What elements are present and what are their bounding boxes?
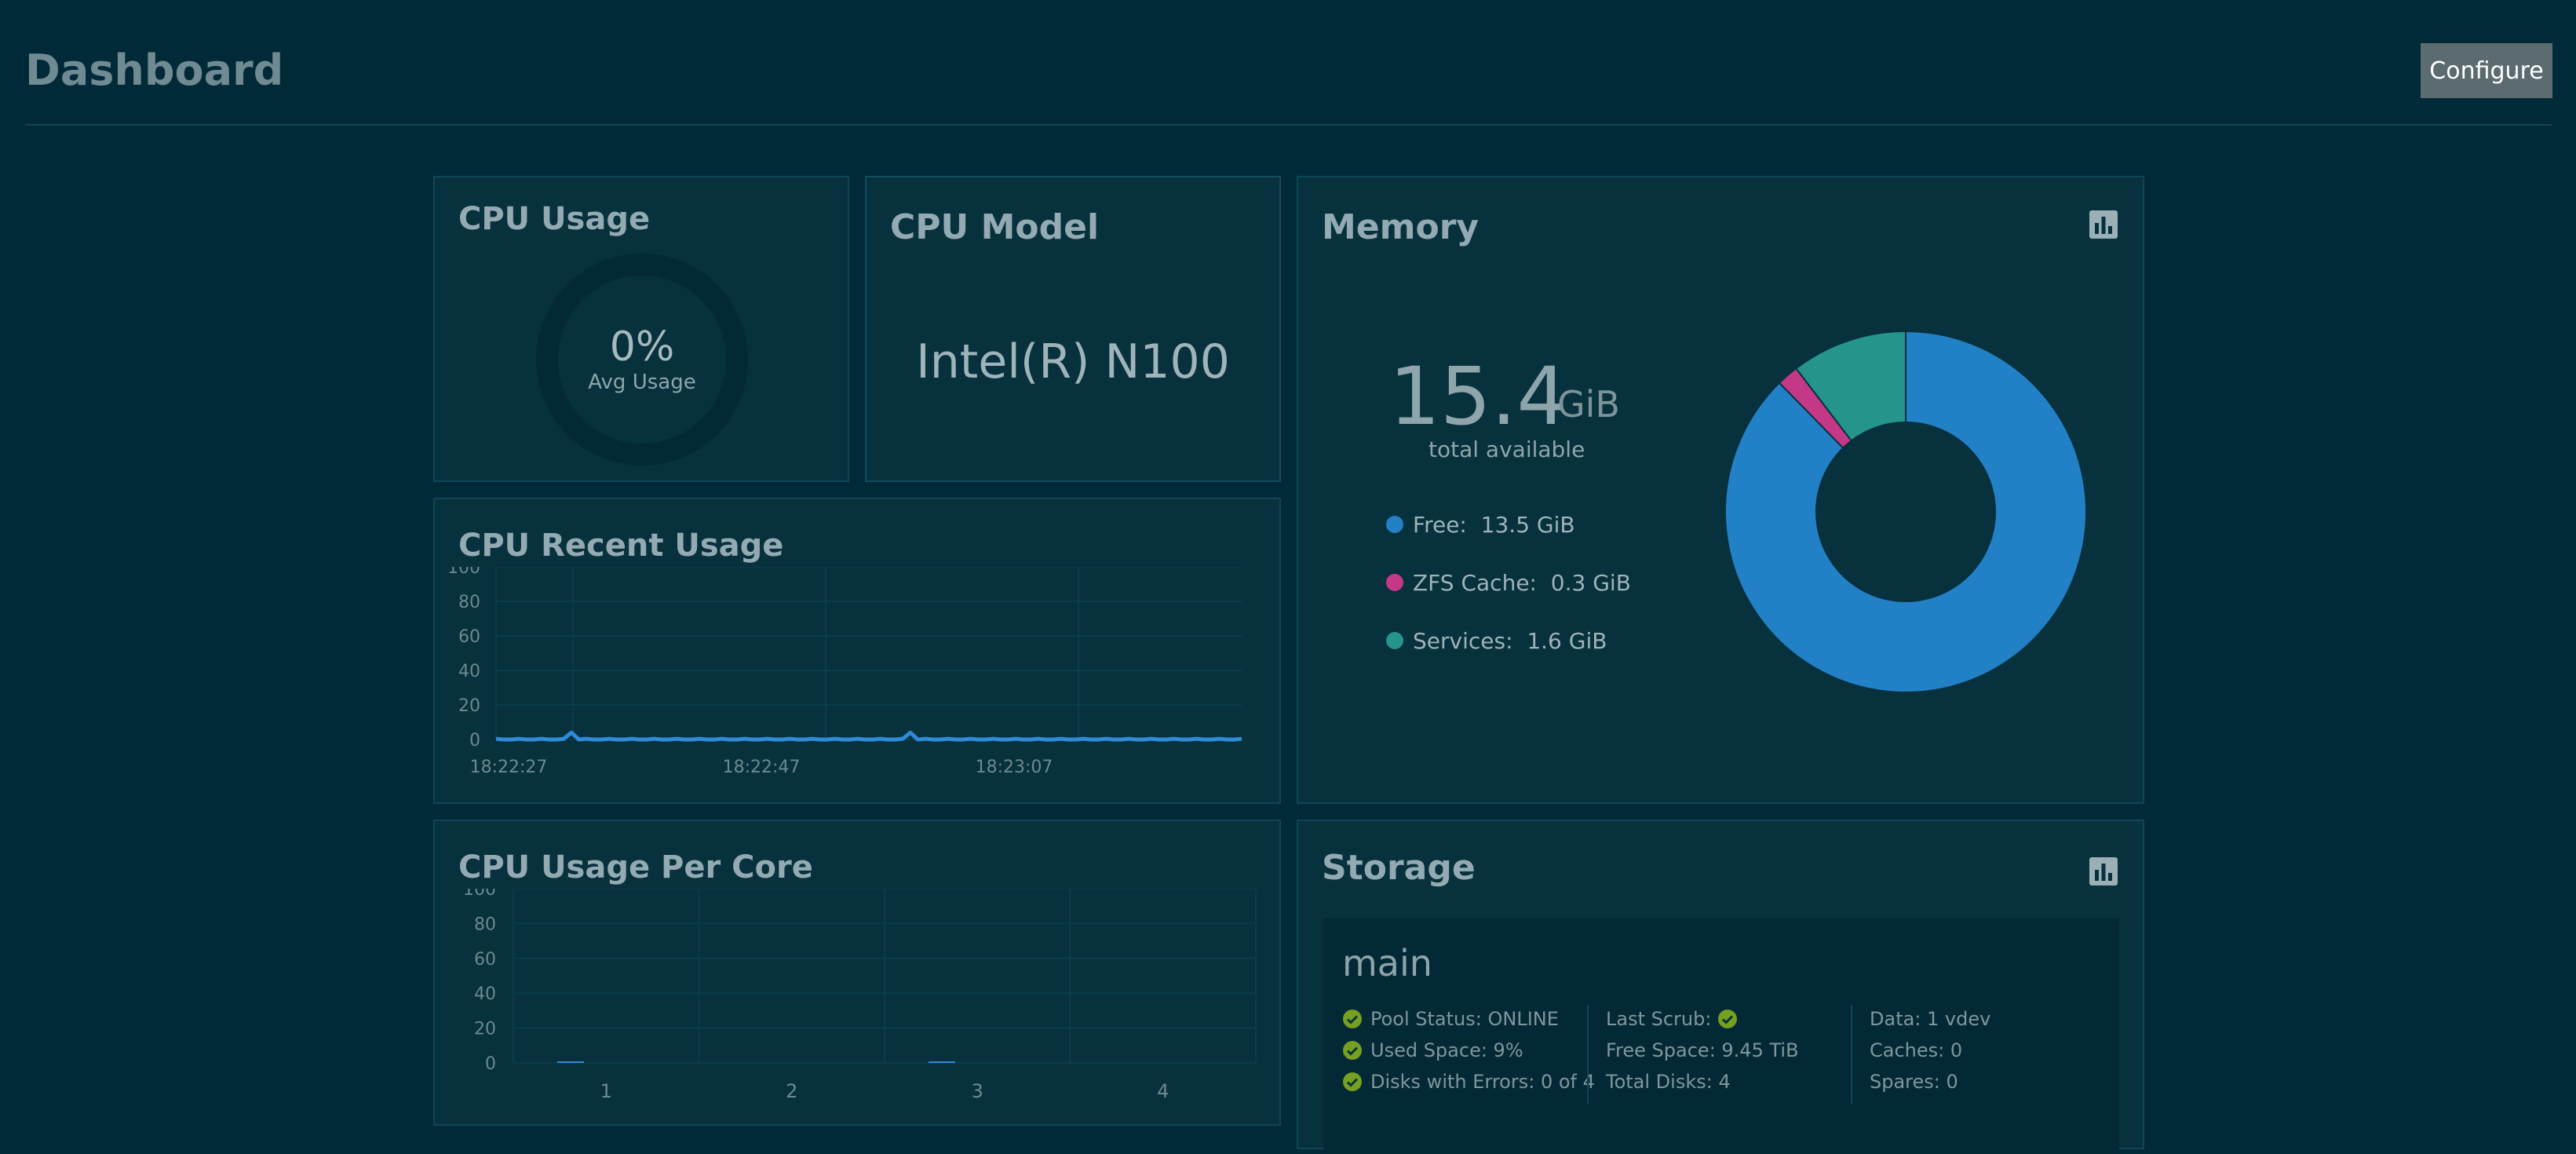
caches-text: Caches: 0	[1870, 1039, 1963, 1061]
pool-status-row: Pool Status: ONLINE	[1342, 1003, 1595, 1035]
cpu-recent-usage-chart: 100 80 60 40 20 0 18:22:27 18:22:47 18:23:07	[447, 567, 1242, 777]
x-tick-label: 3	[972, 1080, 983, 1102]
y-tick-label: 60	[458, 627, 480, 647]
cpu-per-core-title: CPU Usage Per Core	[458, 849, 813, 886]
spares-row: Spares: 0	[1870, 1066, 1990, 1097]
cpu-model-card: CPU Model Intel(R) N100	[865, 176, 1281, 482]
legend-dot	[1386, 516, 1403, 533]
used-space-row: Used Space: 9%	[1342, 1035, 1595, 1066]
legend-value: 0.3 GiB	[1550, 569, 1631, 596]
x-tick-label: 1	[600, 1080, 612, 1102]
page-header: Dashboard Configure	[25, 0, 2552, 126]
donut-slice-free	[1724, 330, 2087, 693]
legend-dot	[1386, 632, 1403, 649]
caches-row: Caches: 0	[1870, 1035, 1990, 1066]
memory-donut-chart	[1724, 330, 2087, 693]
memory-total-label: total available	[1428, 436, 1585, 462]
legend-label: Free:	[1413, 511, 1467, 538]
column-divider	[1587, 1005, 1589, 1104]
cpu-usage-card: CPU Usage 0% Avg Usage	[433, 176, 849, 482]
pool-scrub-column: Last Scrub: Free Space: 9.45 TiB Total D…	[1606, 1003, 1799, 1097]
pool-status-column: Pool Status: ONLINE Used Space: 9% Disks…	[1342, 1003, 1595, 1097]
x-tick-label: 18:23:07	[976, 758, 1053, 777]
x-tick-label: 18:22:47	[723, 758, 801, 777]
cpu-usage-gauge: 0% Avg Usage	[535, 253, 749, 466]
disks-errors-text: Disks with Errors: 0 of 4	[1370, 1071, 1595, 1093]
used-space-text: Used Space: 9%	[1370, 1039, 1523, 1061]
legend-label: Services:	[1413, 627, 1513, 654]
y-tick-label: 20	[474, 1020, 496, 1039]
data-vdev-row: Data: 1 vdev	[1870, 1003, 1990, 1035]
page-title: Dashboard	[25, 46, 284, 95]
pool-status-text: Pool Status: ONLINE	[1370, 1008, 1559, 1030]
core-bar	[929, 1061, 955, 1063]
core-bar	[557, 1061, 584, 1063]
bar-chart-icon[interactable]	[2088, 856, 2119, 887]
free-space-text: Free Space: 9.45 TiB	[1606, 1039, 1799, 1061]
cpu-per-core-card: CPU Usage Per Core 100 80 60 40 20 0 1 2 3 4	[433, 820, 1281, 1126]
memory-card: Memory 15.4 GiB total available Free: 13…	[1297, 176, 2144, 804]
total-disks-row: Total Disks: 4	[1606, 1066, 1799, 1097]
check-circle-icon	[1343, 1041, 1362, 1060]
y-tick-label: 60	[474, 950, 496, 970]
free-space-row: Free Space: 9.45 TiB	[1606, 1035, 1799, 1066]
y-tick-label: 100	[463, 889, 496, 900]
cpu-usage-value: 0%	[609, 323, 675, 371]
legend-item-free: Free: 13.5 GiB	[1386, 510, 1575, 539]
cpu-usage-sub-label: Avg Usage	[588, 371, 696, 394]
memory-total-unit: GiB	[1557, 383, 1620, 425]
check-circle-icon	[1343, 1072, 1362, 1091]
series-line	[495, 730, 1242, 742]
pool-name: main	[1342, 942, 1432, 984]
y-tick-label: 40	[458, 662, 480, 681]
column-divider	[1851, 1005, 1852, 1104]
y-tick-label: 100	[447, 567, 480, 578]
cpu-usage-title: CPU Usage	[458, 201, 651, 237]
memory-total-value: 15.4	[1389, 350, 1568, 444]
legend-item-zfs-cache: ZFS Cache: 0.3 GiB	[1386, 568, 1631, 597]
configure-button[interactable]: Configure	[2421, 43, 2552, 98]
pool-topology-column: Data: 1 vdev Caches: 0 Spares: 0	[1870, 1003, 1990, 1097]
cpu-per-core-chart: 100 80 60 40 20 0 1 2 3 4	[463, 889, 1257, 1102]
legend-label: ZFS Cache:	[1413, 569, 1537, 596]
cpu-recent-usage-title: CPU Recent Usage	[458, 528, 784, 564]
last-scrub-row: Last Scrub:	[1606, 1003, 1799, 1035]
check-circle-icon	[1343, 1010, 1362, 1028]
x-tick-label: 2	[786, 1080, 797, 1102]
x-tick-label: 4	[1157, 1080, 1169, 1102]
y-tick-label: 0	[469, 731, 480, 750]
legend-value: 1.6 GiB	[1527, 627, 1607, 654]
last-scrub-text: Last Scrub:	[1606, 1008, 1712, 1030]
cpu-recent-usage-card: CPU Recent Usage 100 80 60 40 20 0 18:22:27 18:…	[433, 498, 1281, 804]
y-tick-label: 0	[485, 1054, 496, 1074]
donut-slice-services	[1794, 330, 1906, 442]
total-disks-text: Total Disks: 4	[1606, 1071, 1731, 1093]
data-vdev-text: Data: 1 vdev	[1870, 1008, 1991, 1030]
storage-card: Storage main Pool Status: ONLINE Used Sp…	[1297, 820, 2144, 1154]
storage-title: Storage	[1322, 848, 1476, 888]
y-tick-label: 20	[458, 696, 480, 716]
check-circle-icon	[1718, 1010, 1738, 1028]
y-tick-label: 80	[458, 593, 480, 612]
legend-item-services: Services: 1.6 GiB	[1386, 626, 1607, 655]
cpu-model-value: Intel(R) N100	[916, 334, 1230, 389]
cpu-model-title: CPU Model	[890, 207, 1100, 247]
legend-dot	[1386, 574, 1403, 591]
bar-chart-icon[interactable]	[2088, 209, 2119, 240]
y-tick-label: 40	[474, 984, 496, 1004]
disks-errors-row: Disks with Errors: 0 of 4	[1342, 1066, 1595, 1097]
x-tick-label: 18:22:27	[470, 758, 548, 777]
pool-panel-main[interactable]: main Pool Status: ONLINE Used Space: 9% …	[1323, 918, 2119, 1154]
spares-text: Spares: 0	[1870, 1071, 1958, 1093]
y-tick-label: 80	[474, 915, 496, 934]
memory-title: Memory	[1322, 207, 1480, 247]
gauge-track	[536, 254, 748, 466]
legend-value: 13.5 GiB	[1480, 511, 1575, 538]
